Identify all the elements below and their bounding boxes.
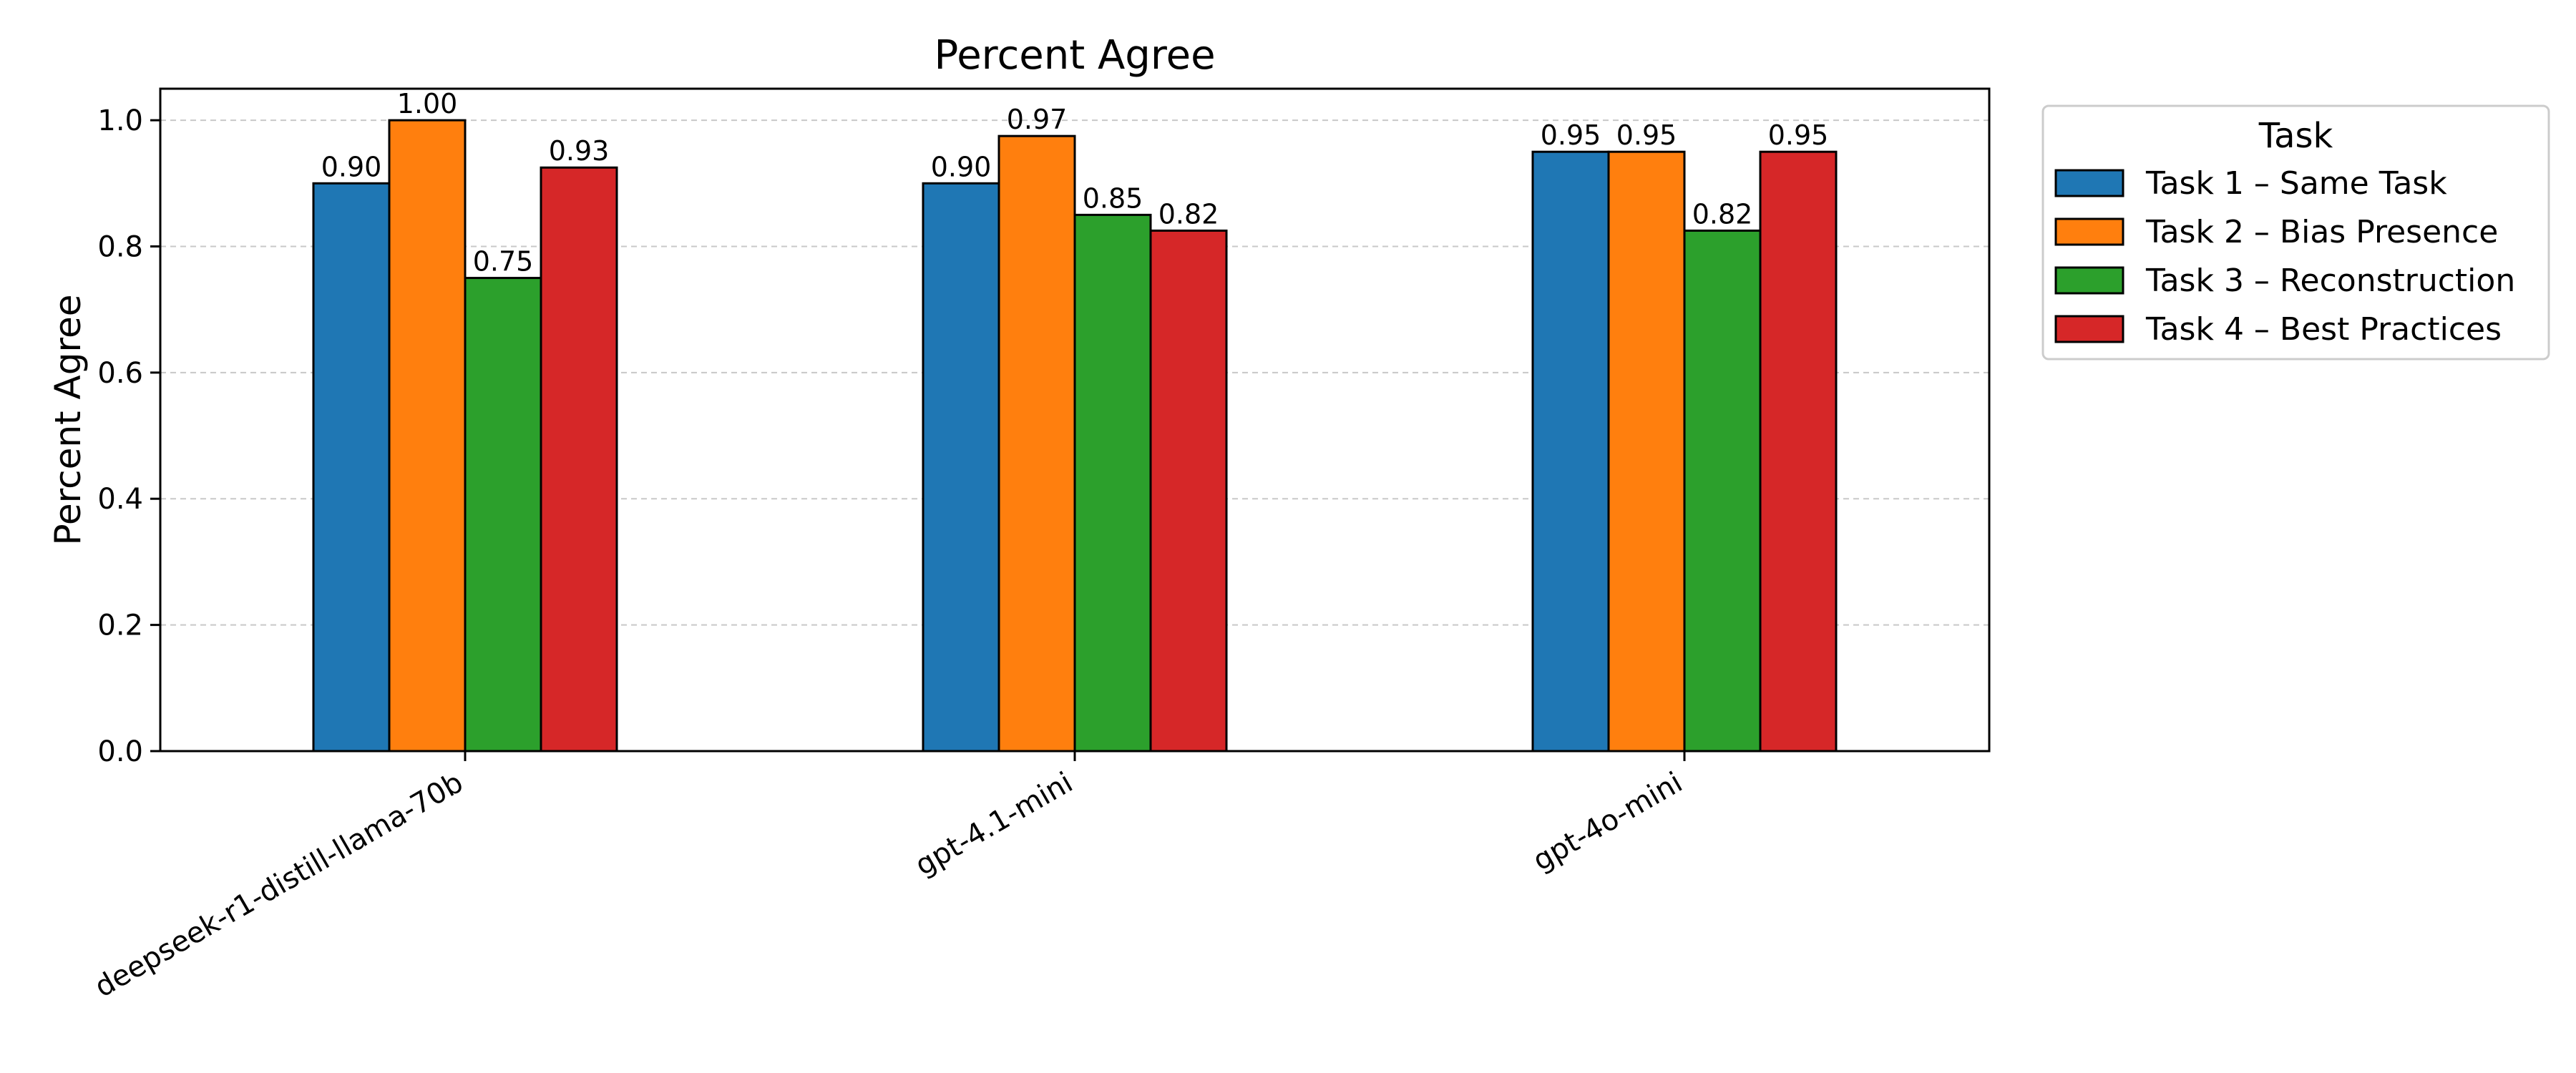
legend-label: Task 1 – Same Task	[2145, 165, 2447, 202]
data-label: 0.82	[1158, 198, 1219, 230]
legend-swatch	[2054, 217, 2124, 246]
y-tick-label: 0.8	[97, 230, 143, 263]
bar	[388, 119, 467, 753]
legend-swatch	[2054, 266, 2124, 295]
y-tick-label: 0.6	[97, 357, 143, 390]
legend-label: Task 4 – Best Practices	[2145, 311, 2502, 348]
bar	[540, 166, 618, 753]
y-tick-label: 0.4	[97, 483, 143, 516]
data-label: 0.95	[1541, 119, 1601, 151]
data-label: 0.93	[549, 135, 610, 167]
y-tick-label: 1.0	[97, 104, 143, 137]
legend-swatch	[2054, 169, 2124, 197]
legend: Task Task 1 – Same Task Task 2 – Bias Pre…	[2041, 104, 2550, 361]
data-label: 0.95	[1768, 119, 1829, 151]
legend-items: Task 1 – Same Task Task 2 – Bias Presence…	[2054, 165, 2515, 348]
bar	[1607, 150, 1686, 753]
legend-label: Task 2 – Bias Presence	[2145, 214, 2498, 250]
data-label: 0.90	[321, 151, 382, 182]
legend-title: Task	[2258, 116, 2333, 156]
legend-swatch	[2054, 315, 2124, 343]
bar	[922, 182, 1000, 753]
data-label: 0.82	[1692, 198, 1753, 230]
bar	[1149, 229, 1228, 753]
y-axis-title: Percent Agree	[47, 295, 89, 546]
data-label: 0.75	[473, 246, 534, 278]
x-tick-label: deepseek-r1-distill-llama-70b	[89, 766, 469, 1004]
data-label: 0.90	[931, 151, 992, 182]
bar	[1683, 229, 1762, 753]
bar	[1073, 213, 1152, 753]
legend-label: Task 3 – Reconstruction	[2145, 263, 2515, 299]
legend-box	[2041, 104, 2550, 361]
data-label: 0.95	[1616, 119, 1677, 151]
bar	[1759, 150, 1838, 753]
x-tick-label: gpt-4.1-mini	[909, 766, 1078, 883]
bar	[1531, 150, 1610, 753]
data-label: 1.00	[397, 88, 458, 119]
data-label: 0.85	[1083, 182, 1143, 214]
y-tick-label: 0.2	[97, 609, 143, 642]
y-tick-label: 0.0	[97, 735, 143, 768]
x-tick-label: gpt-4o-mini	[1528, 766, 1688, 878]
bar	[997, 134, 1076, 753]
data-label: 0.97	[1007, 104, 1068, 135]
bar-layer: 0.90 1.00 0.75 0.93 0.90 0.97 0.85 0.82 0.95 0.95…	[312, 88, 1838, 753]
bar	[312, 182, 391, 753]
bar	[464, 277, 542, 753]
chart-title: Percent Agree	[934, 32, 1215, 79]
